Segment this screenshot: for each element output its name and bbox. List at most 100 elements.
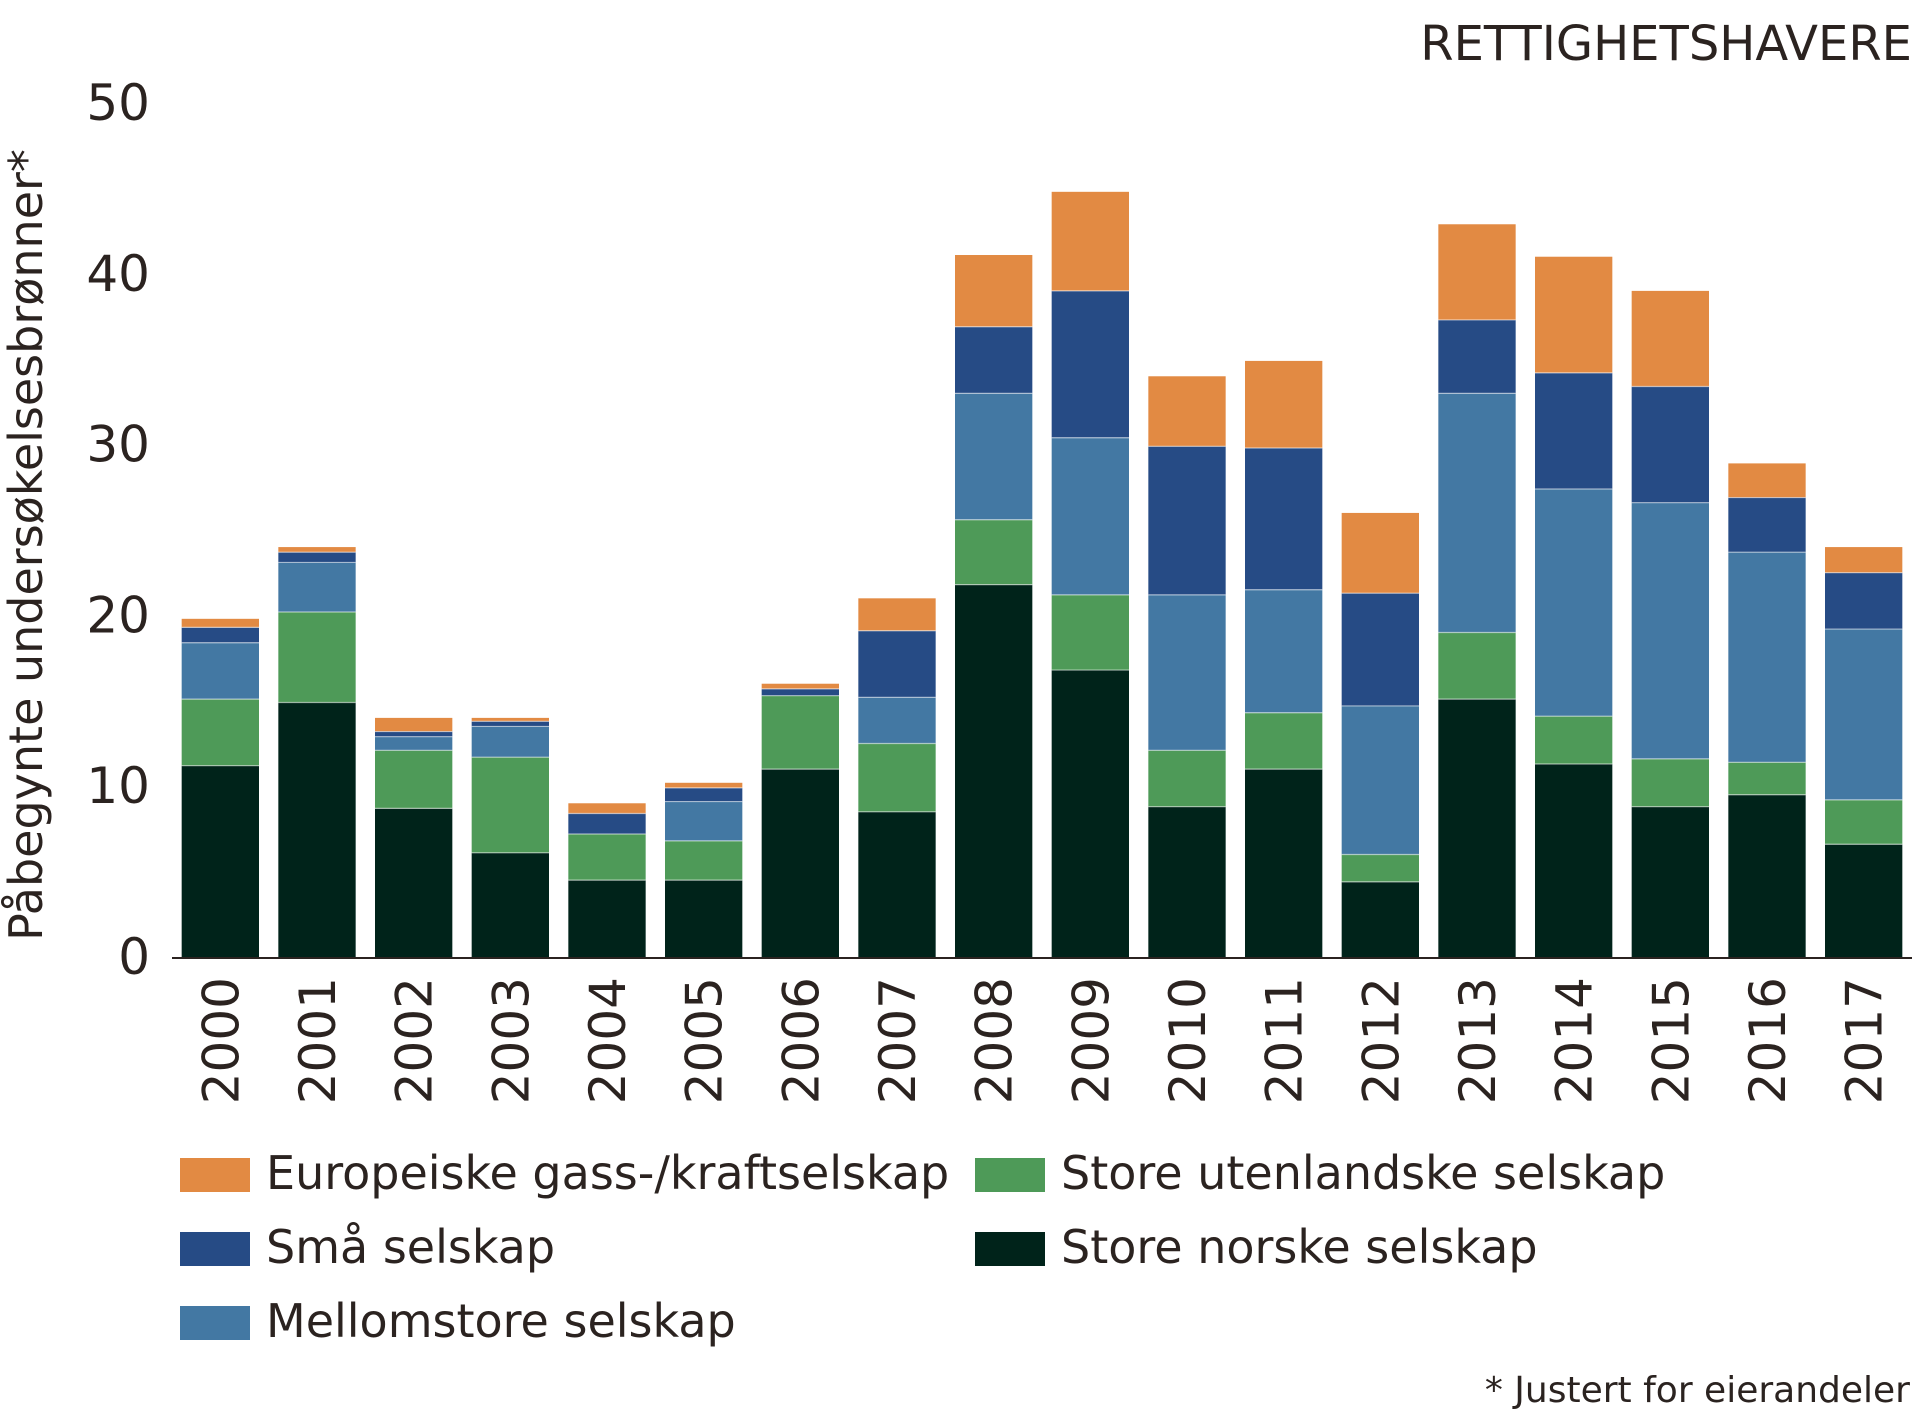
bar-segment (1825, 799, 1903, 845)
footnote: * Justert for eierandeler (1485, 1370, 1910, 1411)
x-tick-label: 2013 (1449, 977, 1507, 1104)
bar-segment (665, 801, 743, 841)
bars-group (181, 191, 1903, 957)
x-tick-label: 2003 (482, 977, 540, 1104)
bar-segment (761, 769, 839, 957)
x-tick-label: 2010 (1159, 977, 1217, 1104)
bar-segment (1148, 446, 1226, 595)
x-tick-label: 2000 (192, 977, 250, 1104)
bar-segment (1245, 769, 1323, 957)
bar-segment (1728, 794, 1806, 957)
bar-segment (1631, 758, 1709, 807)
bar-segment (1051, 191, 1129, 291)
x-tick-label: 2008 (966, 977, 1024, 1104)
bar-segment (1631, 502, 1709, 759)
bar-segment (858, 598, 936, 631)
bar-segment (955, 255, 1033, 327)
bar-segment (761, 695, 839, 770)
x-tick-label: 2015 (1642, 977, 1700, 1104)
bar-segment (665, 782, 743, 788)
legend-label: Små selskap (266, 1220, 555, 1274)
bar-segment (1535, 763, 1613, 957)
bar-segment (1341, 593, 1419, 706)
bar-segment (1051, 594, 1129, 671)
bar-segment (1728, 762, 1806, 795)
bar-segment (471, 717, 549, 722)
bar-segment (858, 697, 936, 744)
bar-segment (1728, 552, 1806, 763)
legend-label: Store norske selskap (1061, 1220, 1538, 1274)
bar-segment (1245, 448, 1323, 590)
bar-segment (1051, 290, 1129, 438)
bar-segment (1631, 386, 1709, 503)
bar-segment (858, 811, 936, 957)
bar-segment (1728, 463, 1806, 498)
bar-segment (1535, 256, 1613, 373)
bar-segment (278, 702, 356, 957)
bar-segment (1825, 547, 1903, 573)
bar-segment (858, 630, 936, 698)
legend-label: Store utenlandske selskap (1061, 1146, 1665, 1200)
bar-segment (181, 618, 259, 628)
bar-segment (1825, 844, 1903, 957)
bar-segment (1438, 699, 1516, 957)
bar-segment (1825, 572, 1903, 630)
bar-segment (181, 765, 259, 957)
bar-segment (1631, 806, 1709, 957)
bar-segment (568, 803, 646, 814)
y-axis-label: Påbegynte undersøkelsesbrønner* (0, 149, 53, 941)
y-axis-ticks: 0 10 20 30 40 50 (86, 74, 150, 986)
bar-segment (665, 880, 743, 957)
bar-segment (1438, 224, 1516, 320)
x-tick-label: 2017 (1836, 977, 1894, 1104)
bar-segment (955, 519, 1033, 585)
bar-segment (1438, 319, 1516, 394)
x-tick-label: 2005 (676, 977, 734, 1104)
bar-segment (1341, 881, 1419, 957)
y-tick-label: 10 (86, 757, 150, 815)
bar-segment (1148, 376, 1226, 447)
bar-segment (471, 721, 549, 727)
bar-segment (568, 880, 646, 957)
x-tick-label: 2012 (1352, 977, 1410, 1104)
bar-segment (375, 731, 453, 737)
bar-segment (1438, 393, 1516, 633)
bar-segment (375, 808, 453, 957)
bar-segment (1438, 632, 1516, 700)
legend: Europeiske gass-/kraftselskap Store utenl… (180, 1146, 1665, 1348)
bar-segment (761, 688, 839, 696)
bar-segment (1535, 716, 1613, 764)
x-tick-label: 2007 (869, 977, 927, 1104)
bar-segment (278, 611, 356, 703)
bar-segment (375, 736, 453, 751)
bar-segment (181, 699, 259, 766)
bar-segment (471, 726, 549, 758)
bar-segment (471, 852, 549, 957)
y-tick-label: 30 (86, 416, 150, 474)
legend-swatch (180, 1158, 250, 1192)
bar-segment (1245, 589, 1323, 713)
x-tick-label: 2016 (1739, 977, 1797, 1104)
x-tick-label: 2009 (1062, 977, 1120, 1104)
bar-segment (1245, 712, 1323, 770)
chart-title: RETTIGHETSHAVERE (1420, 16, 1912, 72)
bar-segment (375, 750, 453, 809)
bar-segment (665, 840, 743, 881)
bar-segment (1535, 372, 1613, 490)
bar-segment (1341, 854, 1419, 882)
x-tick-label: 2014 (1546, 977, 1604, 1104)
bar-segment (1631, 290, 1709, 387)
bar-segment (955, 584, 1033, 957)
bar-segment (1148, 750, 1226, 807)
legend-swatch (975, 1158, 1045, 1192)
y-tick-label: 0 (118, 928, 150, 986)
bar-segment (568, 834, 646, 881)
bar-segment (278, 562, 356, 612)
bar-segment (1051, 670, 1129, 957)
legend-label: Mellomstore selskap (266, 1294, 736, 1348)
y-tick-label: 20 (86, 586, 150, 644)
bar-segment (181, 642, 259, 700)
bar-segment (181, 627, 259, 643)
bar-segment (1728, 497, 1806, 553)
